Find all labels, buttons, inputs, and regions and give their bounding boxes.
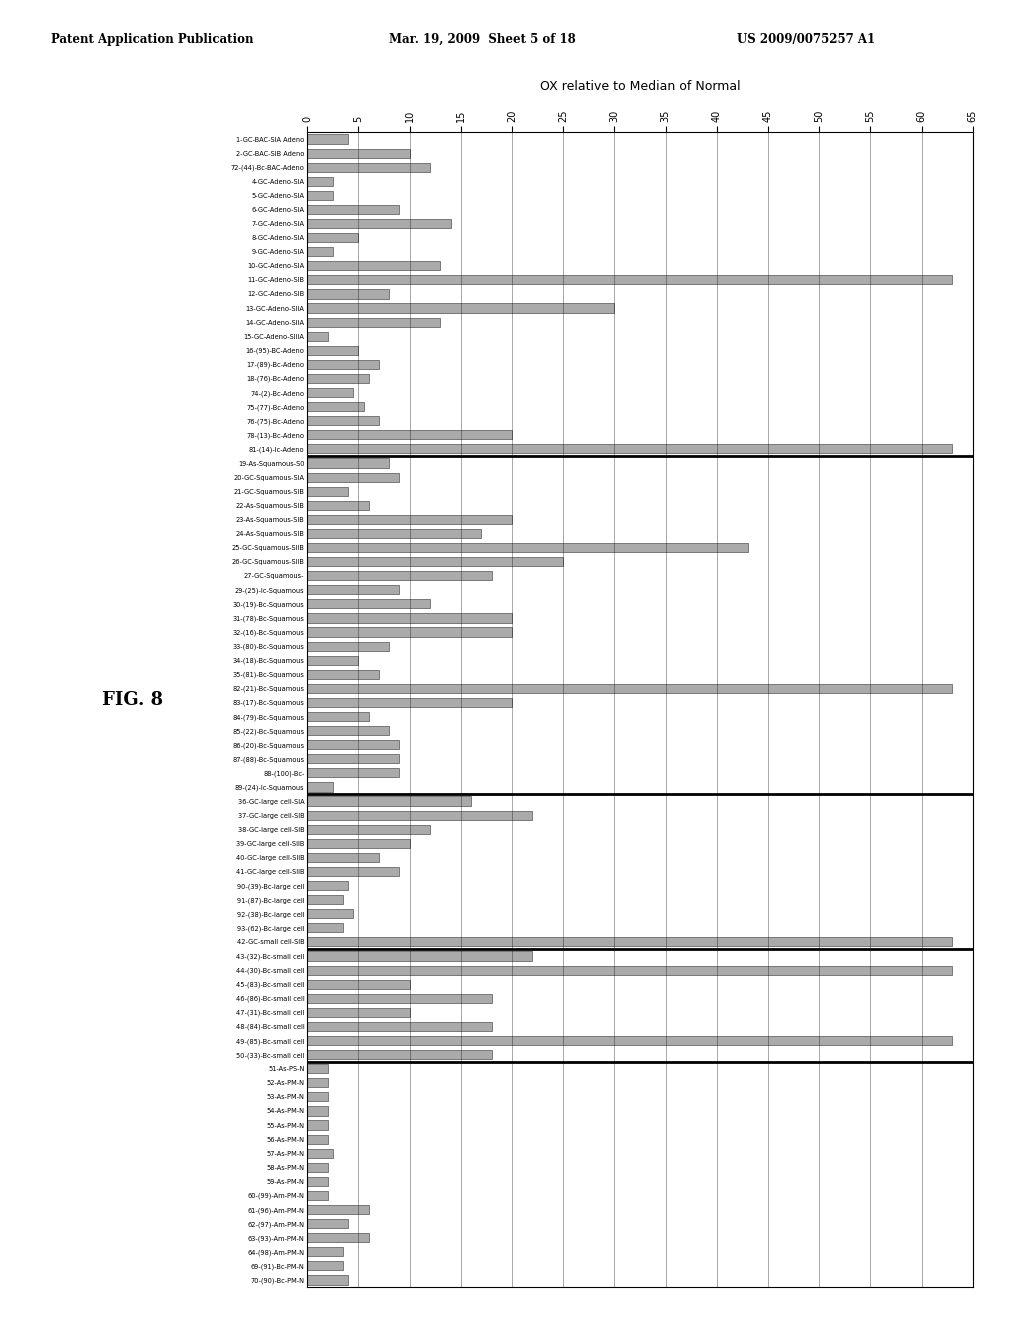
Bar [307,614,512,623]
Bar [307,1148,333,1158]
Bar [307,1177,328,1185]
Bar [307,515,512,524]
Text: Mar. 19, 2009  Sheet 5 of 18: Mar. 19, 2009 Sheet 5 of 18 [389,33,575,46]
Bar [307,177,333,186]
Bar [307,416,379,425]
Bar [307,403,364,412]
Bar [307,965,952,974]
Bar [307,1064,328,1073]
Bar [307,994,492,1003]
Bar [307,895,343,904]
Text: FIG. 8: FIG. 8 [102,690,164,709]
Bar [307,360,379,370]
Bar [307,810,532,820]
Bar [307,1036,952,1045]
Bar [307,1007,410,1016]
Bar [307,599,430,609]
Bar [307,572,492,581]
Bar [307,754,399,763]
Bar [307,627,512,636]
Bar [307,880,348,890]
Bar [307,1092,328,1101]
Bar [307,867,399,876]
Bar [307,219,451,228]
Bar [307,642,389,651]
Bar [307,388,353,397]
Bar [307,473,399,482]
Bar [307,162,430,172]
Bar [307,304,614,313]
Bar [307,149,410,157]
Bar [307,979,410,989]
Bar [307,711,369,721]
Bar [307,1049,492,1059]
Bar [307,458,389,467]
Bar [307,1275,348,1284]
Bar [307,741,399,750]
Bar [307,1262,343,1270]
Bar [307,261,440,271]
Bar [307,331,328,341]
Bar [307,346,358,355]
Bar [307,1205,369,1214]
Bar [307,783,333,792]
Bar [307,684,952,693]
Bar [307,289,389,298]
Bar [307,234,358,242]
Bar [307,557,563,566]
Bar [307,205,399,214]
Bar [307,937,952,946]
Bar [307,698,512,708]
Text: Patent Application Publication: Patent Application Publication [51,33,254,46]
Bar [307,669,379,678]
Bar [307,1121,328,1130]
Bar [307,923,343,932]
Bar [307,768,399,777]
Bar [307,445,952,454]
Bar [307,191,333,199]
Bar [307,656,358,665]
Bar [307,909,353,919]
Bar [307,838,410,847]
Bar [307,135,348,144]
Bar [307,585,399,594]
Bar [307,374,369,383]
Bar [307,1106,328,1115]
Bar [307,726,389,735]
Bar [307,543,748,552]
Bar [307,1134,328,1143]
Title: OX relative to Median of Normal: OX relative to Median of Normal [540,81,740,94]
Bar [307,247,333,256]
Bar [307,825,430,834]
Bar [307,1247,343,1257]
Bar [307,430,512,440]
Bar [307,1163,328,1172]
Bar [307,796,471,805]
Bar [307,1220,348,1228]
Text: US 2009/0075257 A1: US 2009/0075257 A1 [737,33,876,46]
Bar [307,1233,369,1242]
Bar [307,318,440,327]
Bar [307,1022,492,1031]
Bar [307,500,369,510]
Bar [307,1191,328,1200]
Bar [307,529,481,539]
Bar [307,276,952,285]
Bar [307,487,348,496]
Bar [307,952,532,961]
Bar [307,1078,328,1088]
Bar [307,853,379,862]
